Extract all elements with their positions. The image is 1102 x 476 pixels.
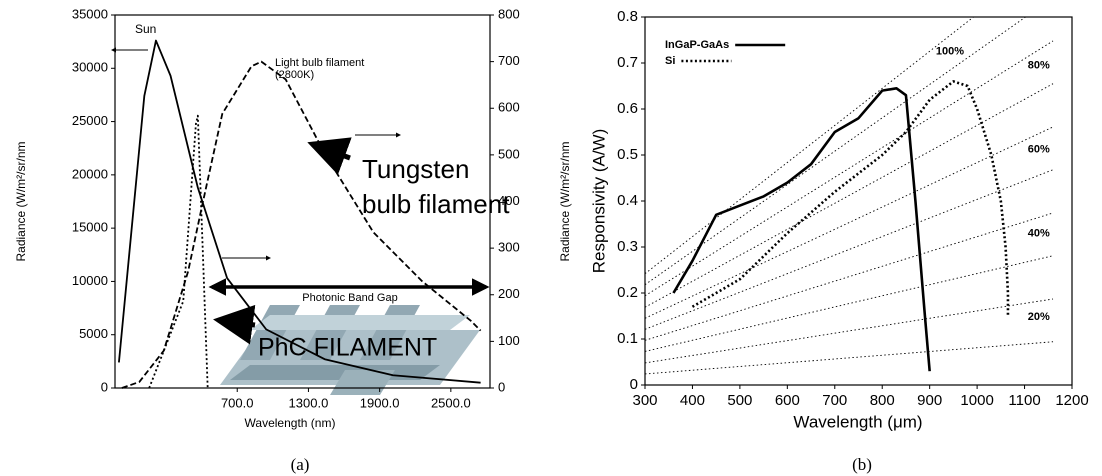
- y-tick-label: 0: [630, 376, 638, 393]
- efficiency-label: 40%: [1028, 227, 1050, 239]
- annotation: Photonic Band Gap: [302, 292, 397, 304]
- series-label: Light bulb filament (2800K): [275, 57, 365, 81]
- x-tick-label: 800: [870, 392, 895, 409]
- x-tick-label: 500: [727, 392, 752, 409]
- y2-tick-label: 300: [498, 240, 520, 255]
- y-tick-label: 15000: [72, 220, 108, 235]
- efficiency-label: 60%: [1028, 144, 1050, 156]
- caption: (b): [852, 455, 872, 474]
- y-tick-label: 0.2: [617, 284, 638, 301]
- legend-label: Si: [665, 55, 675, 67]
- y-axis-title: Radiance (W/m²/sr/nm: [14, 141, 28, 261]
- x-tick-label: 600: [775, 392, 800, 409]
- y2-tick-label: 400: [498, 193, 520, 208]
- y-tick-label: 0.4: [617, 192, 638, 209]
- series-line: [121, 60, 482, 389]
- y2-axis-title: Radiance (W/m²/sr/nm: [558, 141, 572, 261]
- efficiency-line: [645, 341, 1054, 375]
- series-label: Sun: [135, 22, 156, 36]
- y-tick-label: 0.5: [617, 146, 638, 163]
- y-tick-label: 0.8: [617, 8, 638, 25]
- efficiency-label: 80%: [1028, 60, 1050, 72]
- x-tick-label: 1300.0: [289, 395, 329, 410]
- y-tick-label: 5000: [79, 326, 108, 341]
- series-line: [148, 114, 209, 389]
- efficiency-label: 100%: [936, 45, 964, 57]
- y-tick-label: 0.1: [617, 330, 638, 347]
- x-tick-label: 900: [917, 392, 942, 409]
- y2-tick-label: 600: [498, 100, 520, 115]
- y-tick-label: 0.6: [617, 100, 638, 117]
- caption: (a): [291, 455, 310, 474]
- x-axis-title: Wavelength (μm): [793, 412, 922, 431]
- efficiency-line: [645, 212, 1054, 341]
- y-tick-label: 0: [101, 379, 108, 394]
- efficiency-line: [645, 40, 1054, 297]
- filament-graphic: [220, 305, 480, 395]
- x-tick-label: 700: [822, 392, 847, 409]
- y2-tick-label: 800: [498, 6, 520, 21]
- y-tick-label: 25000: [72, 113, 108, 128]
- x-tick-label: 1000: [960, 392, 993, 409]
- series-line: [672, 87, 931, 372]
- efficiency-line: [645, 255, 1054, 352]
- x-tick-label: 1200: [1055, 392, 1088, 409]
- y-tick-label: 0.7: [617, 54, 638, 71]
- x-axis-title: Wavelength (nm): [245, 416, 336, 430]
- annotation: Tungsten bulb filament: [362, 154, 510, 220]
- y2-tick-label: 500: [498, 146, 520, 161]
- efficiency-line: [645, 83, 1054, 308]
- x-tick-label: 1900.0: [360, 395, 400, 410]
- x-tick-label: 2500.0: [431, 395, 471, 410]
- annotation: PhC FILAMENT: [258, 334, 437, 362]
- y2-tick-label: 700: [498, 53, 520, 68]
- efficiency-line: [645, 17, 1027, 286]
- y-axis-title: Responsivity (A/W): [589, 129, 608, 274]
- y-tick-label: 0.3: [617, 238, 638, 255]
- efficiency-label: 20%: [1028, 311, 1050, 323]
- efficiency-line: [645, 169, 1054, 330]
- efficiency-line: [645, 126, 1054, 319]
- x-tick-label: 300: [632, 392, 657, 409]
- y-tick-label: 35000: [72, 6, 108, 21]
- y-tick-label: 20000: [72, 166, 108, 181]
- series-line: [118, 39, 481, 384]
- x-tick-label: 700.0: [221, 395, 254, 410]
- y2-tick-label: 200: [498, 286, 520, 301]
- y-tick-label: 10000: [72, 273, 108, 288]
- y2-tick-label: 100: [498, 333, 520, 348]
- efficiency-line: [645, 298, 1054, 364]
- arrows: [111, 47, 490, 345]
- x-tick-label: 400: [680, 392, 705, 409]
- series-line: [691, 80, 1010, 316]
- y2-tick-label: 0: [498, 379, 505, 394]
- legend-label: InGaP-GaAs: [665, 39, 729, 51]
- y-tick-label: 30000: [72, 60, 108, 75]
- x-tick-label: 1100: [1008, 392, 1040, 409]
